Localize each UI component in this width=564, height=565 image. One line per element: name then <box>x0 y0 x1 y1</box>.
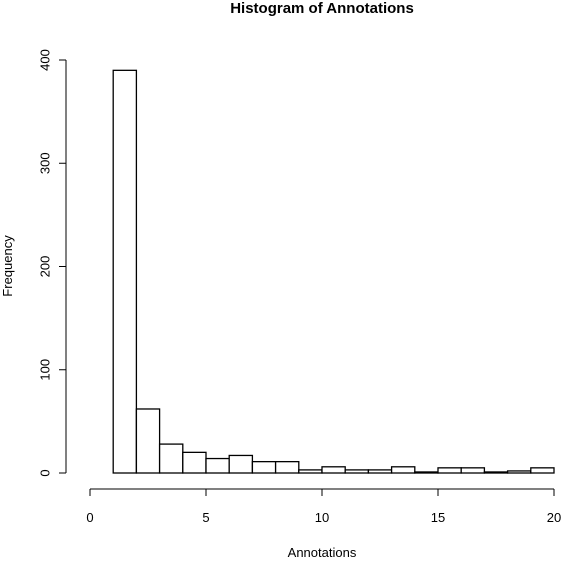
histogram-bar <box>414 471 439 474</box>
y-tick-label: 300 <box>37 152 52 174</box>
histogram-bar <box>274 460 300 474</box>
y-tick-label: 200 <box>37 256 52 278</box>
histogram-bar <box>182 451 207 474</box>
y-tick-label: 400 <box>37 49 52 71</box>
x-tick-label: 5 <box>202 510 209 525</box>
histogram-bar <box>298 469 323 474</box>
x-tick-label: 0 <box>86 510 93 525</box>
histogram-bars <box>112 69 555 474</box>
x-axis: 0 5 10 15 20 <box>86 488 561 525</box>
histogram-bar <box>367 469 393 474</box>
y-axis-label: Frequency <box>0 235 15 297</box>
histogram-bar <box>530 467 555 474</box>
y-tick-label: 100 <box>37 359 52 381</box>
x-tick-label: 15 <box>431 510 445 525</box>
histogram-bar <box>205 457 230 474</box>
y-axis: 0 100 200 300 400 <box>37 49 67 477</box>
histogram-bar <box>344 469 370 474</box>
histogram-bar <box>483 471 509 474</box>
histogram-bar <box>321 466 346 474</box>
histogram-bar <box>251 460 277 474</box>
chart-title: Histogram of Annotations <box>230 0 414 17</box>
x-axis-label: Annotations <box>288 545 357 560</box>
histogram-bar <box>158 443 184 474</box>
histogram-bar <box>112 69 138 474</box>
histogram-bar <box>460 467 486 474</box>
x-tick-label: 10 <box>315 510 329 525</box>
histogram-bar <box>506 470 532 474</box>
histogram-bar <box>437 467 462 474</box>
histogram-bar <box>390 466 416 474</box>
histogram-bar <box>135 408 161 474</box>
histogram-bar <box>228 454 254 474</box>
y-tick-label: 0 <box>37 469 52 476</box>
x-tick-label: 20 <box>547 510 561 525</box>
